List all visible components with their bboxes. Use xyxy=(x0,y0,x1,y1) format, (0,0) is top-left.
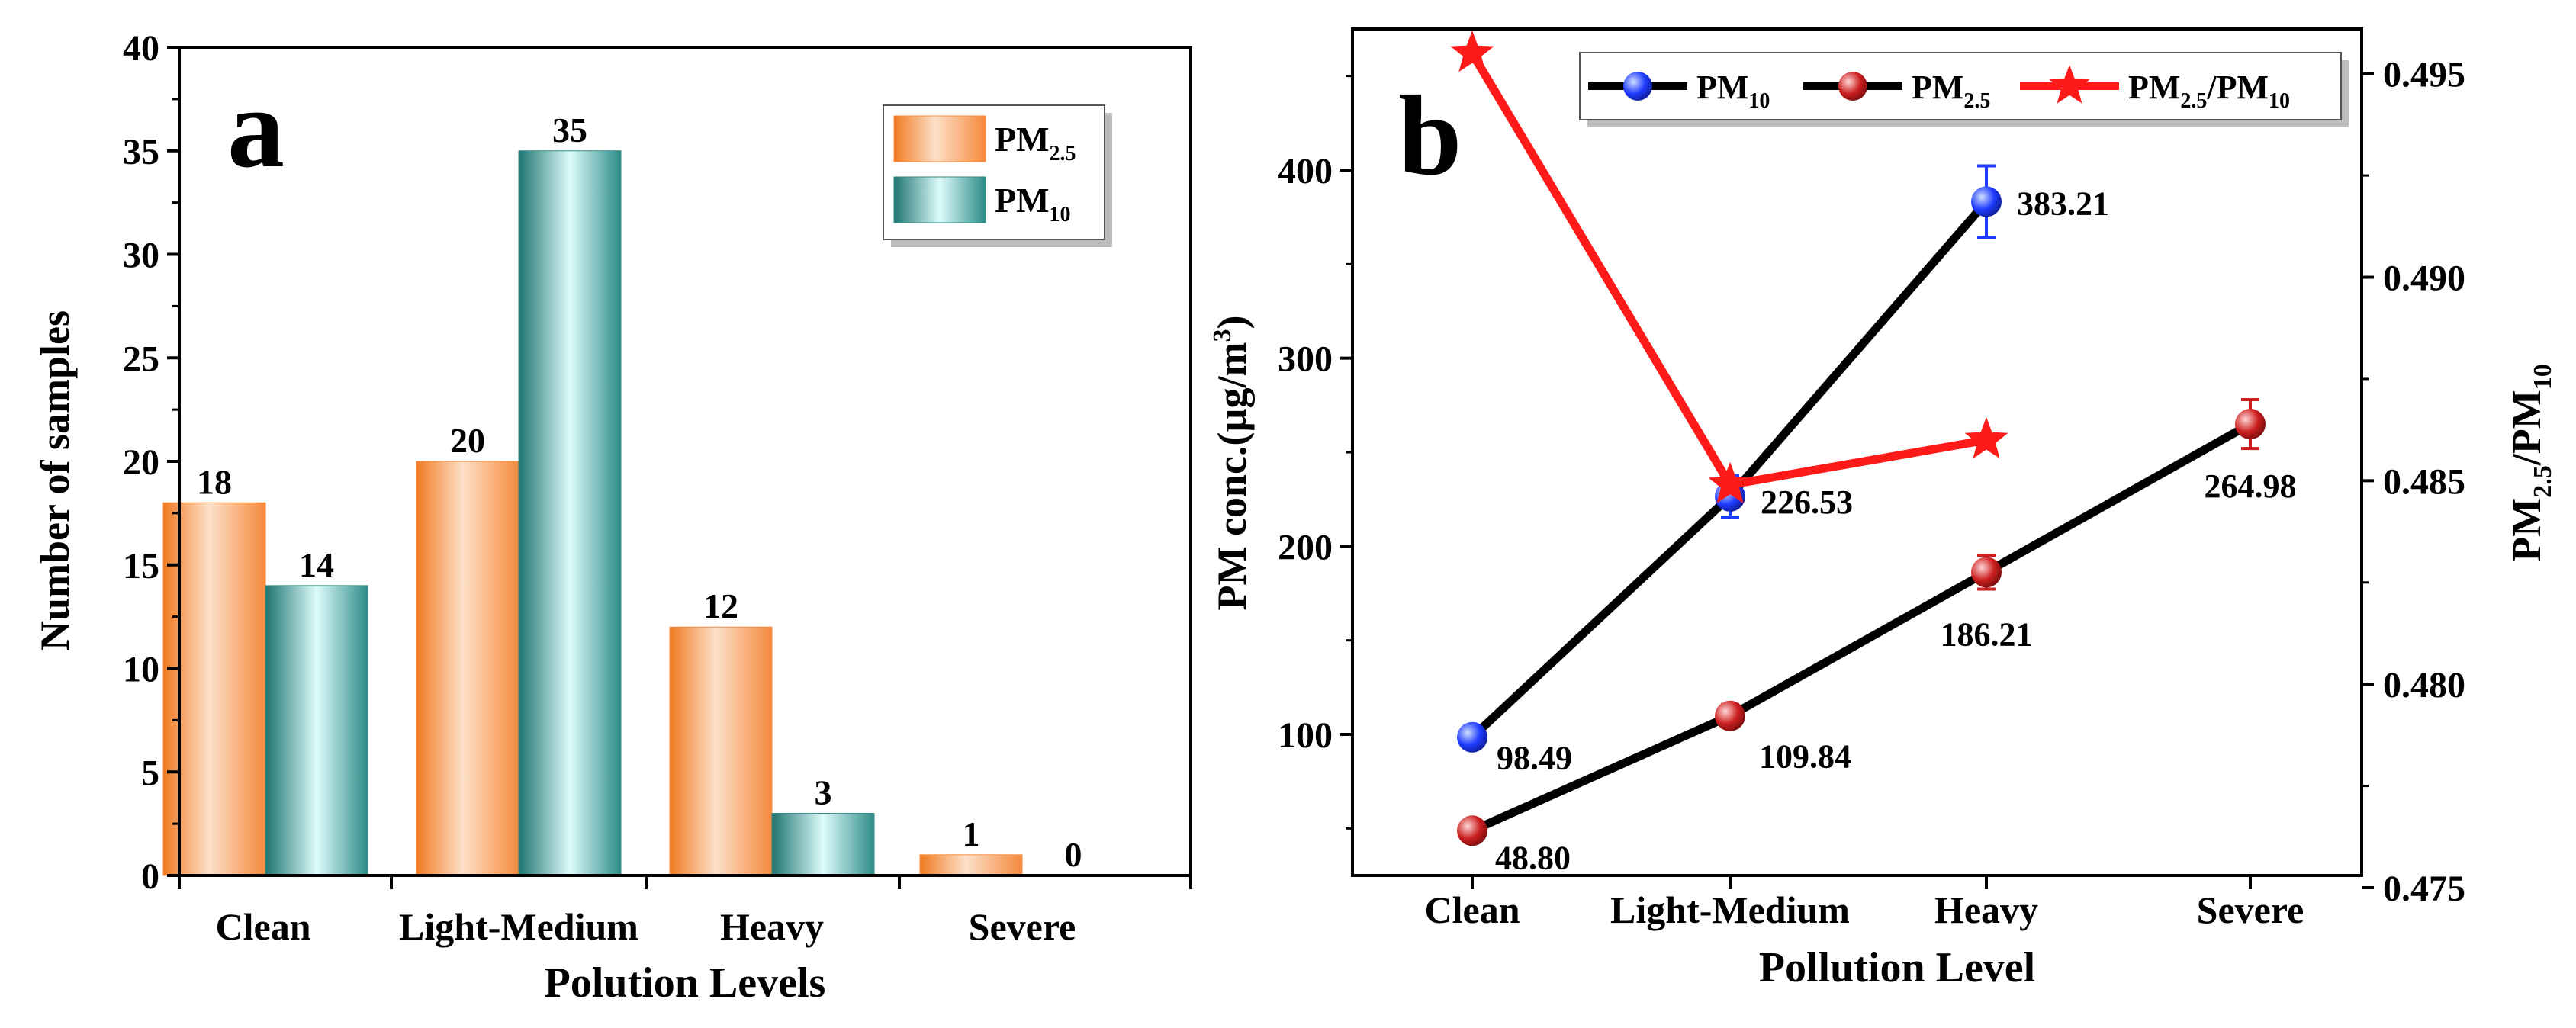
bar-chart-panel-a: a Number of samples Polution Levels 18 20… xyxy=(32,28,1192,1007)
bar-value-label: 20 xyxy=(450,421,485,460)
data-point-pm10 xyxy=(1457,721,1487,753)
y-tick-label: 200 xyxy=(1278,527,1333,567)
bar-value-label: 0 xyxy=(1065,835,1082,874)
legend-label: PM2.5/PM10 xyxy=(2128,69,2290,113)
bar-pm25-heavy xyxy=(669,626,773,876)
data-point-pm25 xyxy=(1715,700,1745,731)
y-tick-label: 400 xyxy=(1278,151,1333,191)
y-axis-label-b-main: PM conc.(µg/m xyxy=(1209,342,1255,610)
y-tick-label: 10 xyxy=(123,650,159,690)
bar-value-label: 35 xyxy=(552,111,587,149)
data-point-star xyxy=(1450,31,1494,72)
x-tick-label-severe: Severe xyxy=(2197,888,2304,931)
y-right-tick-label: 0.485 xyxy=(2383,461,2465,502)
x-axis-label-b: Pollution Level xyxy=(1759,944,2035,991)
series-line-pm25 xyxy=(1470,420,2253,835)
x-tick-label-clean: Clean xyxy=(216,905,311,948)
y-axis-right-label-b: PM2.5/PM10 xyxy=(2504,364,2557,561)
y-tick-label: 35 xyxy=(123,132,159,172)
bar-value-label: 18 xyxy=(197,462,232,501)
data-value-label: 383.21 xyxy=(2017,185,2109,222)
bar-pm10-clean xyxy=(265,585,368,876)
legend-swatch-pm10 xyxy=(893,176,986,223)
x-tick-label-light-medium: Light-Medium xyxy=(1610,888,1850,931)
data-point-pm25 xyxy=(1457,815,1487,846)
x-tick-label-severe: Severe xyxy=(969,905,1076,948)
y-tick-label: 30 xyxy=(123,236,159,276)
bar-value-label: 3 xyxy=(815,773,832,812)
y-tick-label: 300 xyxy=(1278,339,1333,380)
x-tick-label-heavy: Heavy xyxy=(720,905,824,948)
bar-pm10-light-medium xyxy=(518,150,622,876)
legend-label: PM10 xyxy=(995,181,1071,226)
x-axis-label-a: Polution Levels xyxy=(545,959,826,1007)
line-chart-panel-b: b Pollution Level PM conc.(µg/m3) PM2.5/… xyxy=(1208,27,2557,991)
y-tick-label: 100 xyxy=(1278,715,1333,756)
legend-swatch-pm25 xyxy=(893,115,986,162)
y-right-tick-label: 0.495 xyxy=(2383,55,2465,95)
y-right-tick-label: 0.480 xyxy=(2383,665,2465,705)
data-value-label: 98.49 xyxy=(1497,740,1572,777)
y-axis-label-b: PM conc.(µg/m3) xyxy=(1208,316,1255,611)
y-tick-label: 0 xyxy=(141,856,159,897)
bar-pm25-severe xyxy=(919,854,1023,876)
data-value-label: 109.84 xyxy=(1759,738,1851,776)
y-axis-label-b-end: ) xyxy=(1209,316,1255,329)
panel-label-b: b xyxy=(1398,72,1462,199)
data-value-label: 186.21 xyxy=(1941,615,2033,653)
legend-circle-marker xyxy=(1838,72,1867,101)
y-tick-label: 40 xyxy=(123,28,159,69)
legend-b: PM10 PM2.5 PM2.5/PM10 xyxy=(1579,52,2349,127)
data-point-pm10 xyxy=(1971,186,2002,217)
y-tick-label: 5 xyxy=(141,753,159,793)
x-tick-label-clean: Clean xyxy=(1425,888,1520,931)
y-tick-label: 15 xyxy=(123,546,159,586)
y-axis-label-a: Number of samples xyxy=(32,310,78,651)
legend-label: PM2.5 xyxy=(1912,69,1990,113)
panel-label-a: a xyxy=(227,65,285,191)
bar-pm25-light-medium xyxy=(416,461,519,876)
y-axis-label-b-sup: 3 xyxy=(1208,329,1237,342)
data-value-label: 226.53 xyxy=(1761,483,1853,521)
data-point-star xyxy=(1964,417,2008,459)
data-value-label: 264.98 xyxy=(2205,467,2297,505)
legend-circle-marker xyxy=(1623,72,1652,101)
data-value-label: 48.80 xyxy=(1495,839,1571,876)
y-tick-label: 20 xyxy=(123,442,159,483)
x-tick-label-heavy: Heavy xyxy=(1934,888,2038,931)
legend-a: PM2.5 PM10 xyxy=(883,104,1112,247)
bar-value-label: 1 xyxy=(963,814,980,853)
legend-label: PM2.5 xyxy=(995,120,1076,165)
data-point-pm25 xyxy=(2235,409,2266,440)
data-point-pm25 xyxy=(1971,557,2002,588)
bar-pm10-heavy xyxy=(771,813,875,876)
data-point-star xyxy=(1708,461,1752,503)
y-right-tick-label: 0.490 xyxy=(2383,259,2465,299)
bar-value-label: 14 xyxy=(299,545,334,584)
legend-label: PM10 xyxy=(1696,69,1770,113)
bar-value-label: 12 xyxy=(703,586,738,625)
legend-star-marker xyxy=(2049,65,2090,104)
legend-box xyxy=(1579,52,2342,120)
x-tick-label-light-medium: Light-Medium xyxy=(399,905,638,948)
y-right-tick-label: 0.475 xyxy=(2383,869,2465,909)
y-tick-label: 25 xyxy=(123,339,159,379)
